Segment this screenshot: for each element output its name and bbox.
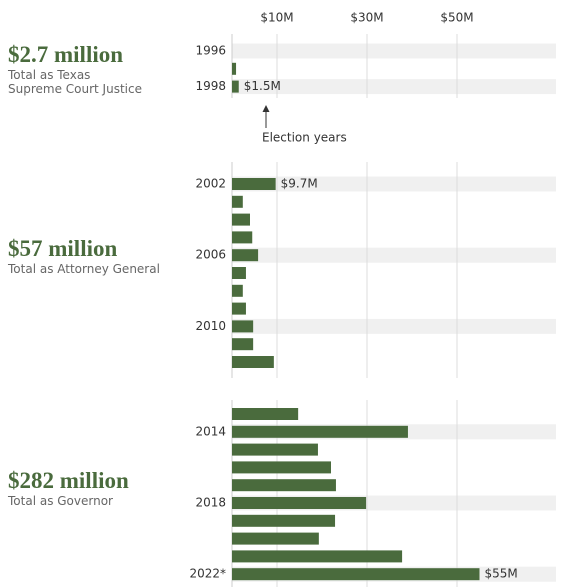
y-tick-label: 2010	[195, 319, 226, 333]
bar	[232, 231, 253, 244]
total-caption: Total as Governor	[8, 494, 113, 508]
election-band	[232, 43, 556, 59]
bar	[232, 514, 336, 527]
bar	[232, 213, 250, 226]
bar	[232, 550, 403, 563]
panel-heading: $57 million Total as Attorney General	[8, 236, 208, 276]
y-tick-label: 1996	[195, 44, 226, 58]
bar	[232, 62, 237, 75]
bar	[232, 338, 254, 351]
annotation: Election years	[262, 131, 347, 145]
bar	[232, 284, 243, 297]
total-amount: $57 million	[8, 236, 118, 261]
election-band	[232, 79, 556, 95]
bar	[232, 443, 318, 456]
total-caption: Total as Texas Supreme Court Justice	[8, 68, 142, 96]
bar	[232, 497, 367, 509]
bar	[232, 356, 274, 368]
total-caption: Total as Attorney General	[8, 262, 160, 276]
value-label: $55M	[485, 567, 518, 581]
panel-heading: $2.7 million Total as Texas Supreme Court…	[8, 42, 143, 96]
y-tick-label: 2022*	[189, 567, 226, 581]
y-tick-label: 2002	[195, 177, 226, 191]
x-tick-label: $50M	[440, 11, 473, 25]
bar	[232, 479, 336, 492]
bar	[232, 249, 259, 262]
total-amount: $2.7 million	[8, 42, 124, 67]
bar	[232, 532, 319, 545]
bar	[232, 461, 331, 474]
election-band	[232, 176, 556, 192]
y-tick-label: 2014	[195, 424, 226, 438]
bar	[232, 408, 299, 420]
bar	[232, 568, 480, 581]
bar	[232, 80, 239, 93]
election-band	[232, 247, 556, 263]
value-label: $1.5M	[244, 79, 281, 93]
arrow-head	[262, 105, 270, 112]
x-tick-label: $30M	[350, 11, 383, 25]
election-band	[232, 318, 556, 334]
x-tick-label: $10M	[260, 11, 293, 25]
y-tick-label: 2018	[195, 496, 226, 510]
bar	[232, 425, 408, 438]
y-tick-label: 2006	[195, 248, 226, 262]
bar	[232, 320, 254, 333]
bar	[232, 302, 246, 315]
total-amount: $282 million	[8, 468, 129, 493]
value-label: $9.7M	[281, 177, 318, 191]
bar	[232, 267, 246, 279]
bar	[232, 195, 243, 208]
y-tick-label: 1998	[195, 79, 226, 93]
bar	[232, 178, 276, 190]
panel-heading: $282 million Total as Governor	[8, 468, 208, 508]
